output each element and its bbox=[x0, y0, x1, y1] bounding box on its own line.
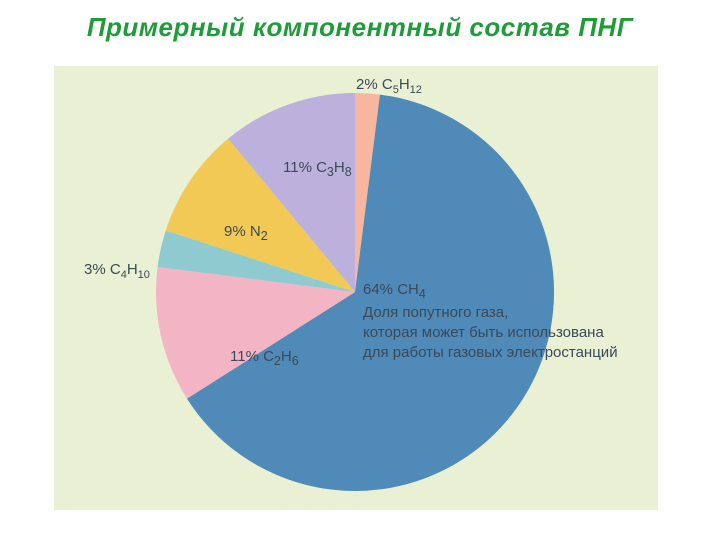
slice-label-c3h8: 11% C3H8 bbox=[283, 158, 352, 181]
slice-label-c4h10: 3% C4H10 bbox=[84, 261, 150, 281]
chart-panel: 2% C5H12 64% CH4Доля попутного газа,котор… bbox=[54, 66, 658, 510]
slice-label-c2h6: 11% C2H6 bbox=[230, 347, 299, 370]
page-title: Примерный компонентный состав ПНГ bbox=[0, 12, 720, 43]
slice-label-n2: 9% N2 bbox=[224, 222, 268, 245]
slice-label-ch4: 64% CH4Доля попутного газа,которая может… bbox=[363, 280, 618, 364]
slice-label-c5h12: 2% C5H12 bbox=[356, 76, 422, 96]
page: Примерный компонентный состав ПНГ 2% C5H… bbox=[0, 0, 720, 540]
